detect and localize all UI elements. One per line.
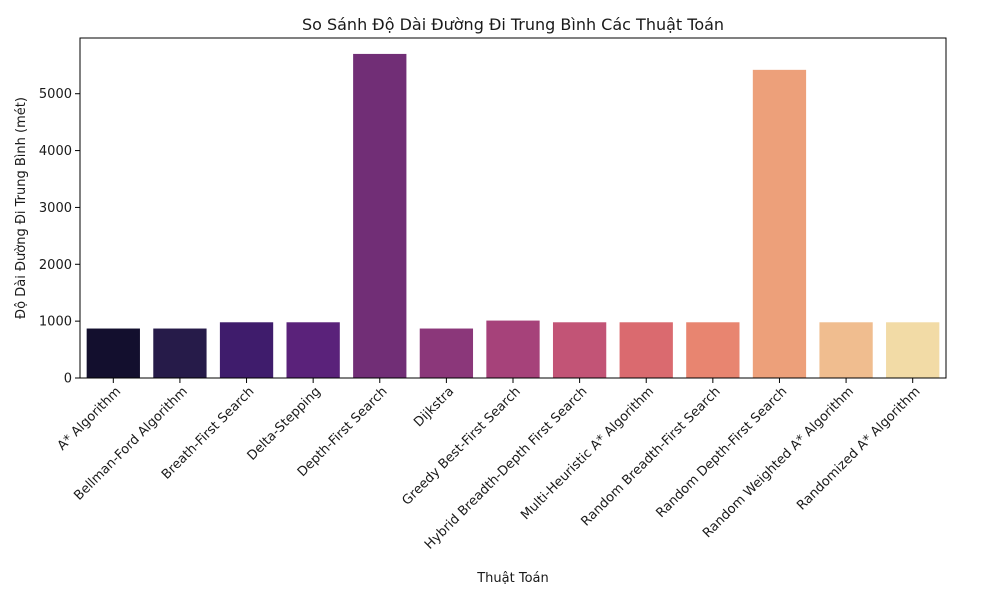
bar-6 [486, 320, 540, 378]
x-tick-label: Random Breadth-First Search [578, 384, 723, 529]
bar-12 [886, 322, 940, 378]
bar-7 [552, 322, 607, 378]
y-tick-label: 4000 [39, 144, 72, 159]
x-tick-label: Randomized A* Algorithm [794, 384, 923, 513]
bar-0 [86, 328, 140, 378]
x-axis-title: Thuật Toán [476, 571, 549, 586]
bar-2 [219, 322, 274, 378]
bar-4 [353, 53, 407, 378]
plot-frame [79, 37, 947, 379]
y-axis-title: Độ Dài Đường Đi Trung Bình (mét) [14, 97, 29, 319]
x-tick-label: Bellman-Ford Algorithm [71, 384, 190, 503]
bar-1 [153, 328, 207, 378]
bar-11 [819, 322, 873, 378]
y-tick-label: 1000 [39, 315, 72, 330]
bar-9 [686, 322, 740, 378]
y-tick-label: 2000 [39, 258, 72, 273]
x-tick-label: Greedy Best-First Search [399, 384, 523, 508]
x-tick-label: Random Depth-First Search [654, 384, 791, 521]
chart-title: So Sánh Độ Dài Đường Đi Trung Bình Các T… [302, 15, 724, 34]
bars-group [86, 53, 940, 378]
bar-3 [286, 322, 340, 378]
y-tick-label: 0 [64, 372, 72, 387]
bar-5 [419, 328, 474, 378]
bar-10 [752, 69, 807, 378]
x-tick-label: Dijkstra [411, 384, 457, 430]
y-axis: 0 1000 2000 3000 4000 5000 [39, 87, 80, 387]
bar-8 [619, 322, 673, 378]
x-tick-label: A* Algorithm [55, 384, 124, 453]
y-tick-label: 5000 [39, 87, 72, 102]
x-tick-label: Multi-Heuristic A* Algorithm [518, 384, 657, 523]
y-tick-label: 3000 [39, 201, 72, 216]
